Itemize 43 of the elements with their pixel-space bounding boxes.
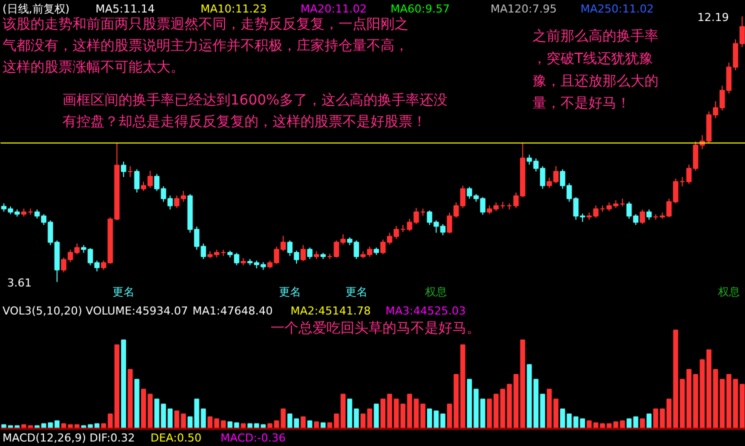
candlestick — [640, 209, 646, 225]
annotation: 一个总爱吃回头草的马不是好马。 — [270, 320, 480, 336]
bar — [347, 398, 352, 430]
text: MA1:47648.40 — [192, 304, 273, 318]
annotation: 画框区间的换手率已经达到1600%多了，这么高的换手率还没有控盘？却总是走得反反复复的，这样的股票不是好股票！ — [62, 92, 448, 130]
annotation: 之前那么高的换手率，突破T线还犹犹豫豫，且还放那么大的量，不是好马！ — [532, 28, 658, 112]
bar — [134, 378, 140, 430]
bar — [374, 404, 379, 430]
candlestick — [134, 168, 140, 193]
bar — [128, 369, 133, 430]
candlestick — [307, 247, 312, 260]
text: MA20:11.02 — [300, 2, 367, 16]
text: 权息 — [424, 286, 448, 298]
candlestick — [120, 161, 126, 178]
bar — [460, 344, 466, 430]
text: 更名 — [278, 286, 301, 298]
bar — [121, 339, 126, 430]
text: DEA:0.50 — [150, 432, 202, 444]
bar — [646, 413, 652, 430]
text: MA5:11.14 — [96, 2, 155, 16]
text: MA10:11.23 — [200, 2, 267, 16]
candlestick — [646, 209, 652, 220]
chart-title: (日线,前复权) — [2, 2, 70, 16]
annotation: 12.19 — [697, 10, 729, 24]
text: VOL3(5,10,20) VOLUME:45934.07 — [2, 304, 188, 318]
text: MACD:-0.36 — [220, 432, 286, 444]
bar — [200, 408, 206, 430]
text: 权息 — [716, 286, 740, 298]
bar — [653, 408, 658, 430]
text: MA120:7.95 — [490, 2, 557, 16]
text: MACD(12,26,9) DIF:0.32 — [2, 432, 135, 444]
text: 更名 — [112, 286, 135, 298]
bar — [354, 408, 359, 430]
text: MA60:9.57 — [390, 2, 450, 16]
text: MA250:11.02 — [580, 2, 654, 16]
annotation: 该股的走势和前面两只股票迥然不同，走势反反复复，一点阳刚之气都没有，这样的股票说明主力运作并不积极，庄家持仓量不高，这样的股票涨幅不可能太大。 — [2, 16, 408, 76]
bar — [480, 398, 486, 430]
text: MA3:44525.03 — [386, 304, 466, 318]
text: 更名 — [345, 286, 368, 298]
candlestick — [300, 244, 306, 262]
bar — [420, 404, 426, 430]
text: MA2:45141.78 — [290, 304, 371, 318]
annotation: 3.61 — [7, 276, 32, 290]
